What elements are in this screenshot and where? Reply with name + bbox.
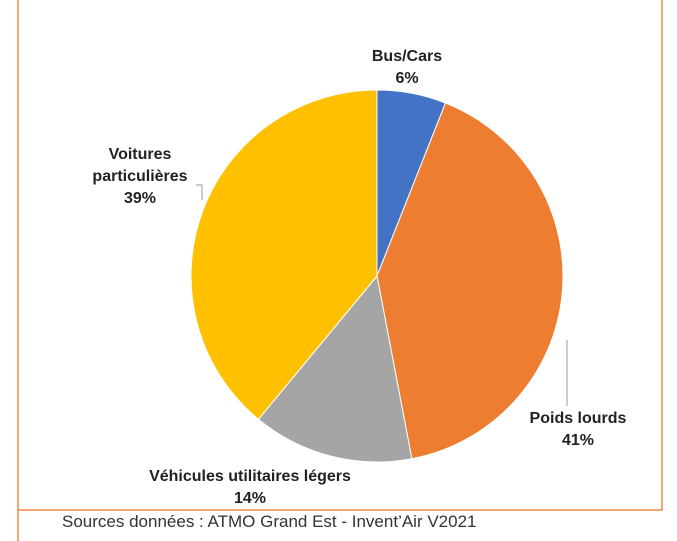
category-label: Bus/Cars [371, 48, 443, 65]
leader-line [196, 184, 203, 200]
pie-slice [376, 102, 564, 460]
category-label: Véhicules utilitaires légers [149, 468, 351, 485]
value-label: 14% [233, 490, 267, 507]
value-label: 41% [561, 432, 595, 449]
slice-label: Véhicules utilitaires légers 14% [149, 466, 351, 510]
source: Sources données : ATMO Grand Est - Inven… [62, 512, 477, 531]
category-label: Voitures particulières [92, 146, 188, 185]
pie-slice [190, 89, 378, 421]
value-label: 6% [395, 70, 419, 87]
slice-label: Poids lourds 41% [530, 408, 627, 452]
slice-label: Voitures particulières 39% [92, 144, 187, 210]
slice-label: Bus/Cars 6% [372, 46, 442, 90]
category-label: Poids lourds [529, 410, 627, 427]
pie-slice [257, 274, 413, 463]
frame [17, 0, 663, 511]
value-label: 39% [123, 190, 157, 207]
